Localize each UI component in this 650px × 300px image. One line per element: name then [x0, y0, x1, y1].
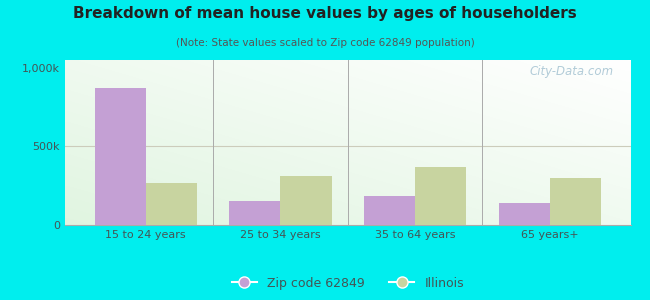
- Bar: [550, 178, 601, 225]
- Text: City-Data.com: City-Data.com: [529, 65, 614, 78]
- Bar: [229, 201, 280, 225]
- Bar: [364, 196, 415, 225]
- Bar: [499, 203, 550, 225]
- Bar: [95, 88, 146, 225]
- Bar: [280, 176, 332, 225]
- Bar: [415, 167, 466, 225]
- Bar: [146, 183, 197, 225]
- Text: Breakdown of mean house values by ages of householders: Breakdown of mean house values by ages o…: [73, 6, 577, 21]
- Text: (Note: State values scaled to Zip code 62849 population): (Note: State values scaled to Zip code 6…: [176, 38, 474, 47]
- Legend: Zip code 62849, Illinois: Zip code 62849, Illinois: [227, 272, 469, 295]
